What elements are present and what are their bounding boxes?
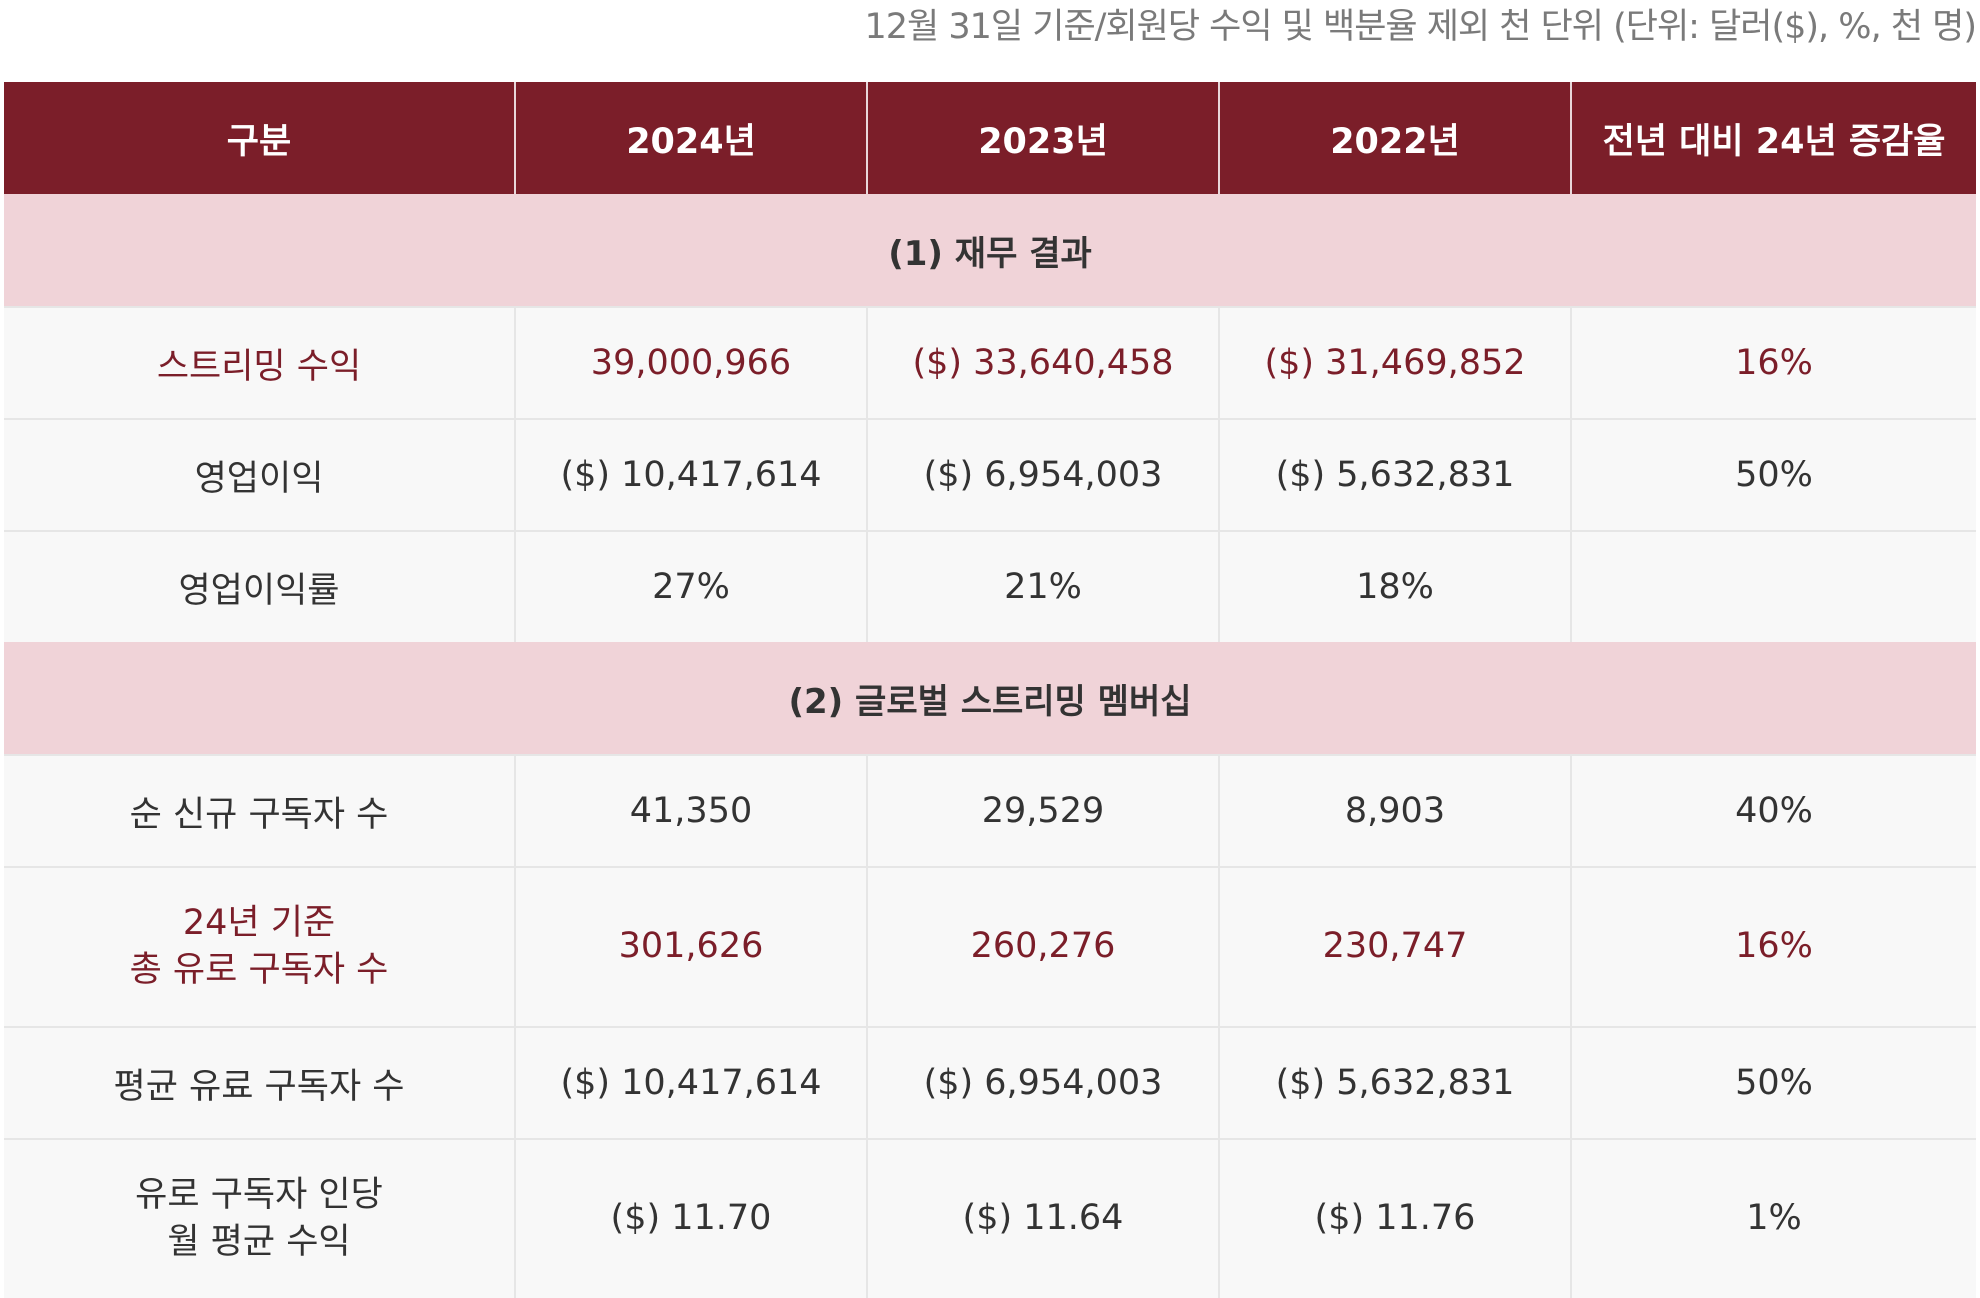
cell-2022: ($) 11.76 xyxy=(1218,1138,1571,1298)
row-label-line2: 총 유로 구독자 수 xyxy=(129,950,389,990)
cell-change: 16% xyxy=(1570,306,1976,419)
cell-change: 1% xyxy=(1570,1138,1976,1298)
header-2023: 2023년 xyxy=(866,82,1219,194)
row-label: 스트리밍 수익 xyxy=(4,306,515,419)
cell-change: 50% xyxy=(1570,418,1976,531)
table-row-operating-income: 영업이익 ($) 10,417,614 ($) 6,954,003 ($) 5,… xyxy=(4,418,1976,531)
table-row-average-monthly-revenue: 유로 구독자 인당 월 평균 수익 ($) 11.70 ($) 11.64 ($… xyxy=(4,1138,1976,1298)
row-label: 24년 기준 총 유로 구독자 수 xyxy=(4,866,515,1027)
cell-change: 16% xyxy=(1570,866,1976,1027)
cell-change: 40% xyxy=(1570,754,1976,867)
cell-2022: ($) 31,469,852 xyxy=(1218,306,1571,419)
row-label: 영업이익 xyxy=(4,418,515,531)
header-row: 구분 2024년 2023년 2022년 전년 대비 24년 증감율 xyxy=(4,82,1976,194)
row-label: 평균 유료 구독자 수 xyxy=(4,1026,515,1139)
row-label-line1: 24년 기준 xyxy=(182,902,336,943)
cell-2024: 301,626 xyxy=(514,866,867,1027)
table-row-average-paid-subscribers: 평균 유료 구독자 수 ($) 10,417,614 ($) 6,954,003… xyxy=(4,1026,1976,1139)
cell-2022: ($) 5,632,831 xyxy=(1218,1026,1571,1139)
header-2024: 2024년 xyxy=(514,82,867,194)
cell-2022: ($) 5,632,831 xyxy=(1218,418,1571,531)
section-row-membership: (2) 글로벌 스트리밍 멤버십 xyxy=(4,642,1976,755)
cell-change xyxy=(1570,530,1976,642)
header-category: 구분 xyxy=(4,82,515,194)
table-row-total-paid-subscribers: 24년 기준 총 유로 구독자 수 301,626 260,276 230,74… xyxy=(4,866,1976,1027)
cell-2023: 29,529 xyxy=(866,754,1219,867)
header-2022: 2022년 xyxy=(1218,82,1571,194)
cell-2024: 27% xyxy=(514,530,867,642)
cell-2024: ($) 10,417,614 xyxy=(514,418,867,531)
cell-2024: ($) 11.70 xyxy=(514,1138,867,1298)
table-caption: 12월 31일 기준/회원당 수익 및 백분율 제외 천 단위 (단위: 달러(… xyxy=(864,7,1977,47)
table-row-net-new-subscribers: 순 신규 구독자 수 41,350 29,529 8,903 40% xyxy=(4,754,1976,867)
financial-results-table: 구분 2024년 2023년 2022년 전년 대비 24년 증감율 (1) 재… xyxy=(4,82,1976,1298)
cell-2022: 8,903 xyxy=(1218,754,1571,867)
row-label-line2: 월 평균 수익 xyxy=(167,1222,351,1262)
cell-2024: 39,000,966 xyxy=(514,306,867,419)
row-label-line1: 유로 구독자 인당 xyxy=(135,1174,383,1215)
cell-2023: ($) 6,954,003 xyxy=(866,1026,1219,1139)
cell-2024: ($) 10,417,614 xyxy=(514,1026,867,1139)
table-row-streaming-revenue: 스트리밍 수익 39,000,966 ($) 33,640,458 ($) 31… xyxy=(4,306,1976,419)
cell-2023: 260,276 xyxy=(866,866,1219,1027)
cell-2023: 21% xyxy=(866,530,1219,642)
row-label: 유로 구독자 인당 월 평균 수익 xyxy=(4,1138,515,1298)
section-title-membership: (2) 글로벌 스트리밍 멤버십 xyxy=(4,642,1976,755)
row-label: 영업이익률 xyxy=(4,530,515,642)
section-title-financial: (1) 재무 결과 xyxy=(4,194,1976,307)
cell-2024: 41,350 xyxy=(514,754,867,867)
cell-2023: ($) 11.64 xyxy=(866,1138,1219,1298)
cell-2023: ($) 6,954,003 xyxy=(866,418,1219,531)
section-row-financial: (1) 재무 결과 xyxy=(4,194,1976,307)
cell-2023: ($) 33,640,458 xyxy=(866,306,1219,419)
header-yoy-change: 전년 대비 24년 증감율 xyxy=(1570,82,1976,194)
cell-2022: 18% xyxy=(1218,530,1571,642)
row-label: 순 신규 구독자 수 xyxy=(4,754,515,867)
table-row-operating-margin: 영업이익률 27% 21% 18% xyxy=(4,530,1976,642)
cell-change: 50% xyxy=(1570,1026,1976,1139)
cell-2022: 230,747 xyxy=(1218,866,1571,1027)
